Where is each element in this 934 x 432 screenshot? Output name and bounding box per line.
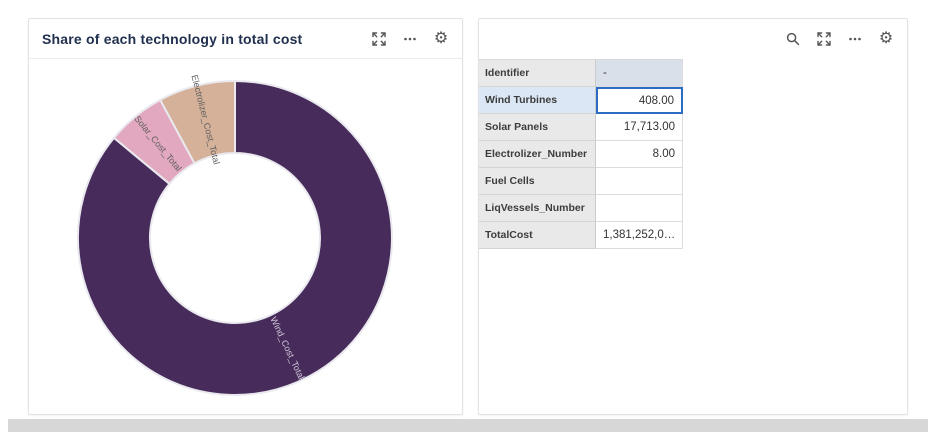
row-value-cell[interactable]: -: [596, 60, 683, 87]
donut-chart: Wind_Cost_Total Solar_Cost_Total Electroli…: [29, 60, 462, 414]
row-value-cell[interactable]: [596, 168, 683, 195]
table-row: Fuel Cells: [479, 168, 683, 195]
more-options-icon[interactable]: [402, 31, 418, 47]
table-card-icons: ⚙: [785, 31, 894, 47]
table-card: ⚙ Identifier - Wind Turbines 408.00 Solar Pa…: [478, 18, 908, 415]
cards-row: Share of each technology in total cost: [28, 18, 908, 415]
chart-card-header: Share of each technology in total cost: [29, 19, 462, 59]
row-value-cell[interactable]: 17,713.00: [596, 114, 683, 141]
more-options-icon[interactable]: [847, 31, 863, 47]
row-value-cell[interactable]: 408.00: [596, 87, 683, 114]
table-row: Identifier -: [479, 60, 683, 87]
chart-card: Share of each technology in total cost: [28, 18, 463, 415]
expand-icon[interactable]: [371, 31, 387, 47]
row-label: LiqVessels_Number: [479, 195, 596, 222]
table-row: Wind Turbines 408.00: [479, 87, 683, 114]
expand-icon[interactable]: [816, 31, 832, 47]
donut-slice-Wind_Cost_Total[interactable]: [77, 80, 393, 396]
table-row: Solar Panels 17,713.00: [479, 114, 683, 141]
gear-icon[interactable]: ⚙: [433, 29, 449, 47]
search-icon[interactable]: [785, 31, 801, 47]
table-row: TotalCost 1,381,252,0…: [479, 222, 683, 249]
row-value-cell[interactable]: 8.00: [596, 141, 683, 168]
chart-title: Share of each technology in total cost: [42, 30, 303, 47]
table-row: LiqVessels_Number: [479, 195, 683, 222]
row-label: Fuel Cells: [479, 168, 596, 195]
donut-slice-Electrolizer_Cost_Total[interactable]: [159, 79, 236, 165]
bottom-strip: [8, 419, 928, 432]
gear-icon[interactable]: ⚙: [878, 30, 894, 47]
row-label: Electrolizer_Number: [479, 141, 596, 168]
chart-card-icons: ⚙: [371, 29, 449, 47]
row-value-cell[interactable]: [596, 195, 683, 222]
table-row: Electrolizer_Number 8.00: [479, 141, 683, 168]
row-label: TotalCost: [479, 222, 596, 249]
row-label: Solar Panels: [479, 114, 596, 141]
data-table: Identifier - Wind Turbines 408.00 Solar Pane…: [479, 59, 683, 249]
table-card-header: ⚙: [479, 19, 907, 59]
row-label: Identifier: [479, 60, 596, 87]
row-value-cell[interactable]: 1,381,252,0…: [596, 222, 683, 249]
row-label: Wind Turbines: [479, 87, 596, 114]
